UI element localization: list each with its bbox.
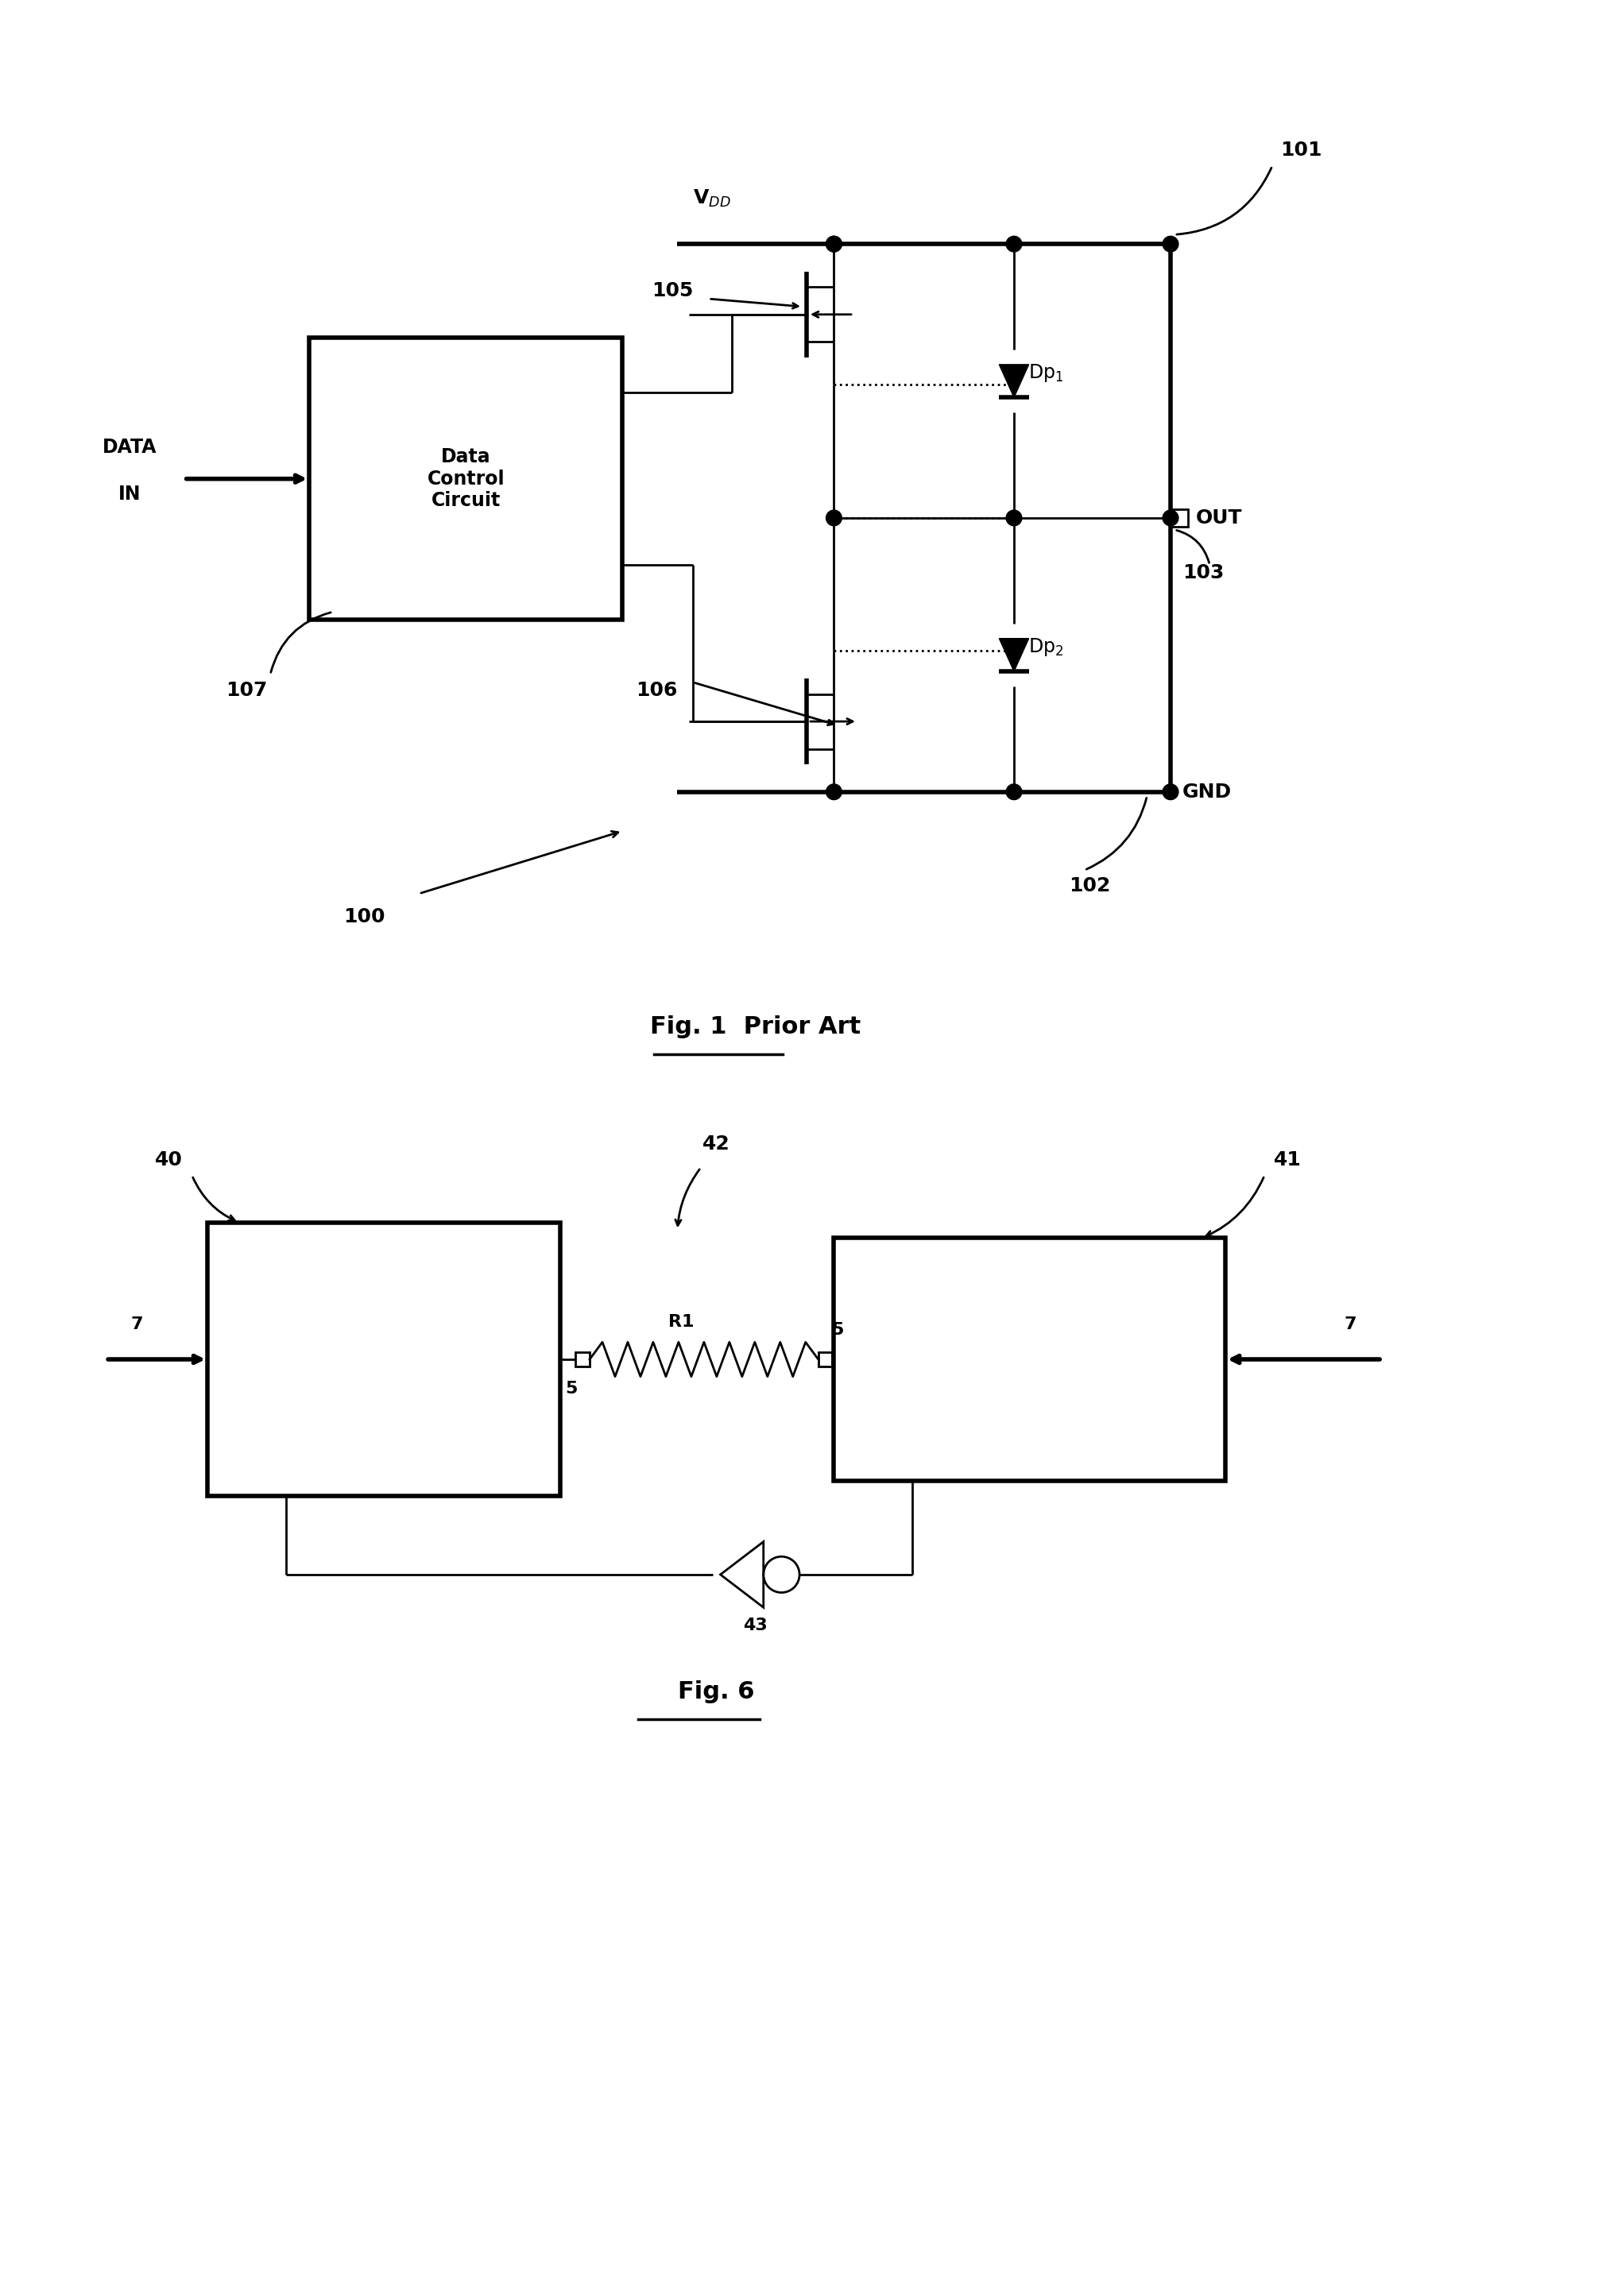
Bar: [1171, 510, 1188, 526]
Text: Fig. 6: Fig. 6: [678, 1681, 755, 1704]
Text: 101: 101: [1280, 140, 1322, 161]
Text: GND: GND: [1182, 783, 1232, 801]
Text: Dp$_2$: Dp$_2$: [1028, 636, 1063, 659]
Text: 7: 7: [132, 1316, 143, 1332]
Text: OUT: OUT: [1195, 507, 1241, 528]
Text: V$_{DD}$: V$_{DD}$: [694, 188, 731, 209]
Text: Dp$_1$: Dp$_1$: [1028, 363, 1063, 383]
Text: 43: 43: [744, 1616, 768, 1632]
Text: 103: 103: [1182, 563, 1224, 583]
Bar: [834, 1238, 1225, 1481]
Polygon shape: [999, 638, 1029, 670]
Text: R1: R1: [668, 1313, 694, 1329]
Polygon shape: [999, 365, 1029, 397]
Text: DATA: DATA: [103, 439, 156, 457]
Text: 5: 5: [565, 1382, 578, 1396]
Circle shape: [825, 236, 842, 253]
Text: 102: 102: [1068, 877, 1110, 895]
Circle shape: [1163, 783, 1179, 799]
Text: 106: 106: [636, 680, 678, 700]
Circle shape: [1163, 236, 1179, 253]
Circle shape: [825, 510, 842, 526]
Text: 105: 105: [652, 282, 694, 301]
Text: 41: 41: [1274, 1150, 1302, 1169]
Text: Data
Control
Circuit: Data Control Circuit: [427, 448, 504, 510]
Circle shape: [1163, 510, 1179, 526]
Text: IN: IN: [117, 484, 141, 505]
Circle shape: [1005, 510, 1021, 526]
Bar: [819, 1352, 832, 1366]
Circle shape: [825, 236, 842, 253]
Text: 7: 7: [1344, 1316, 1357, 1332]
Text: 5: 5: [832, 1322, 843, 1339]
Text: 100: 100: [344, 907, 385, 928]
Text: 107: 107: [226, 680, 268, 700]
Text: 40: 40: [154, 1150, 183, 1169]
Bar: [310, 338, 623, 620]
Bar: [575, 1352, 589, 1366]
Circle shape: [825, 783, 842, 799]
Text: Fig. 1  Prior Art: Fig. 1 Prior Art: [650, 1015, 861, 1038]
Text: 42: 42: [703, 1134, 731, 1153]
Circle shape: [1005, 783, 1021, 799]
Circle shape: [1005, 236, 1021, 253]
Bar: [207, 1221, 560, 1497]
